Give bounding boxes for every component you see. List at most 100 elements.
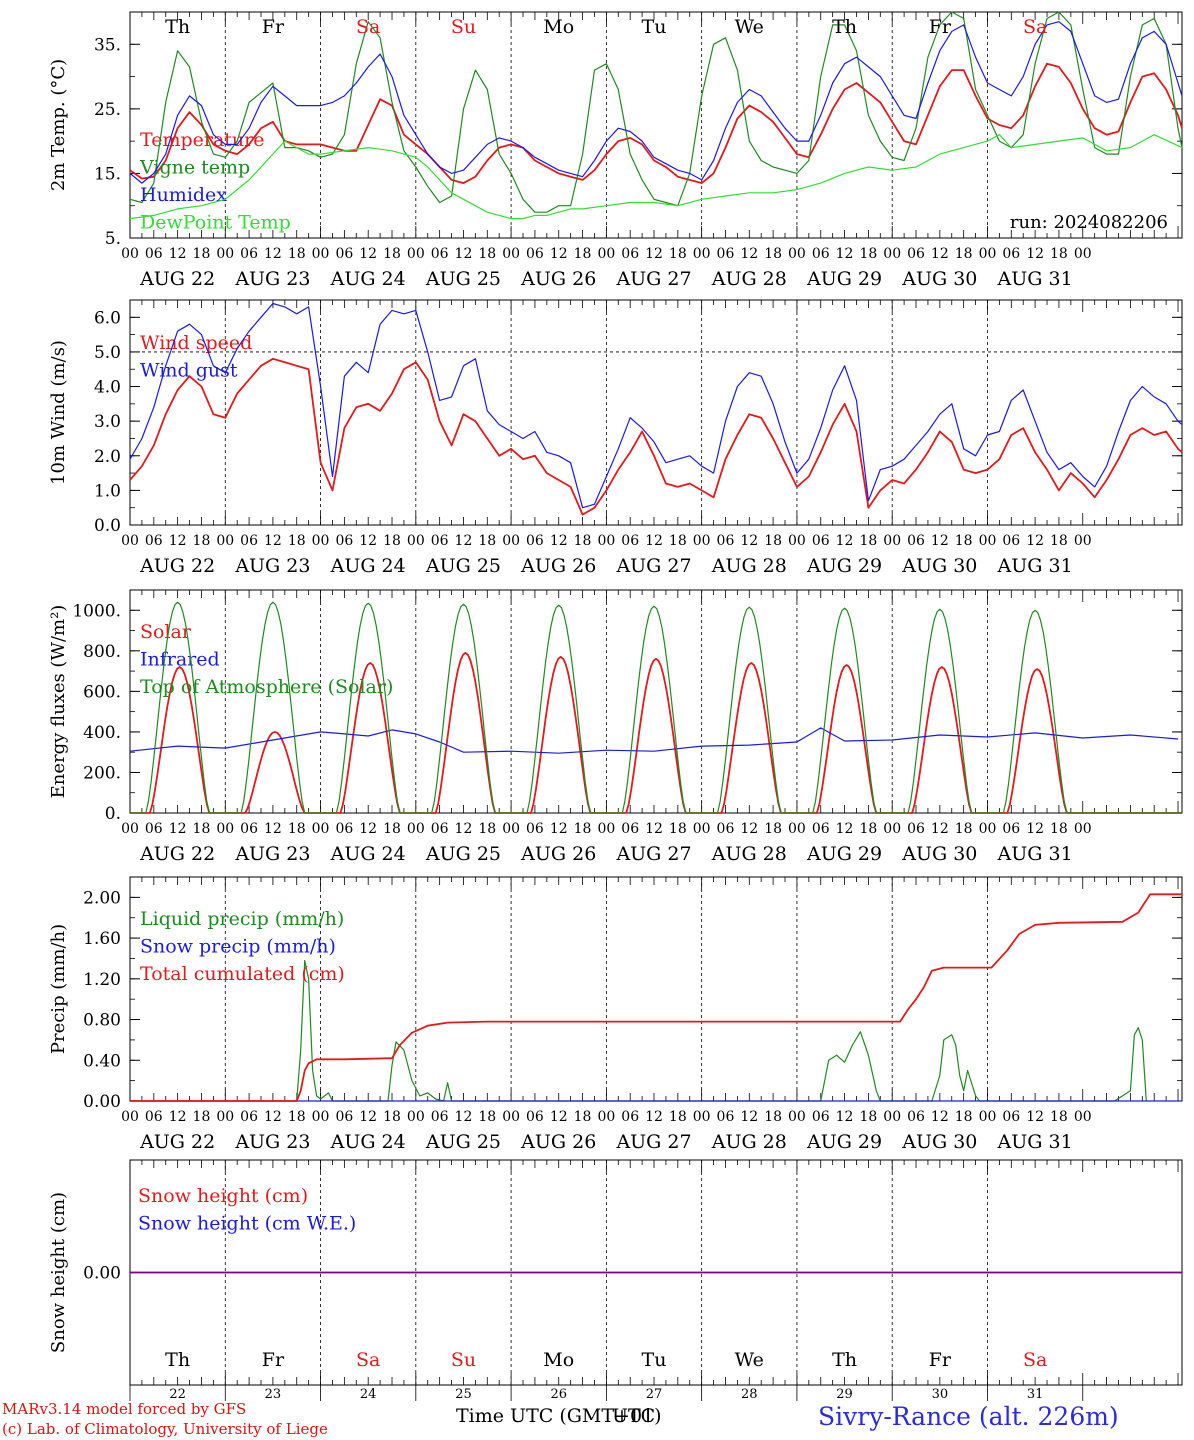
hour-tick-label: 00 — [407, 821, 425, 837]
hour-tick-label: 00 — [1074, 1109, 1092, 1125]
day-number-label: 26 — [550, 1387, 567, 1402]
y-tick-label: 2.0 — [94, 447, 121, 467]
hour-tick-label: 12 — [264, 1109, 282, 1125]
hour-tick-label: 12 — [740, 821, 758, 837]
day-of-week-label: We — [735, 1349, 764, 1371]
hour-tick-label: 18 — [859, 1109, 877, 1125]
hour-tick-label: 12 — [169, 821, 187, 837]
hour-tick-label: 06 — [526, 1109, 544, 1125]
hour-tick-label: 12 — [645, 246, 663, 262]
y-tick-label: 25. — [94, 100, 121, 120]
date-label: AUG 27 — [615, 1131, 691, 1153]
y-tick-label: 0.80 — [83, 1011, 121, 1031]
hour-tick-label: 06 — [431, 1109, 449, 1125]
hour-tick-label: 00 — [216, 533, 234, 549]
hour-tick-label: 00 — [597, 533, 615, 549]
series-line-vigne-temp — [129, 11, 1183, 213]
hour-tick-label: 12 — [645, 821, 663, 837]
y-tick-label: 3.0 — [94, 412, 121, 432]
y-tick-label: 1.0 — [94, 481, 121, 501]
credit-model: MARv3.14 model forced by GFS — [2, 1400, 247, 1418]
hour-tick-label: 12 — [1026, 821, 1044, 837]
hour-tick-label: 06 — [907, 246, 925, 262]
station-label: Sivry-Rance (alt. 226m) — [818, 1402, 1119, 1431]
hour-tick-label: 18 — [1050, 1109, 1068, 1125]
hour-tick-label: 00 — [312, 821, 330, 837]
hour-tick-label: 00 — [788, 821, 806, 837]
legend-entry: Solar — [140, 621, 192, 643]
date-label: AUG 27 — [615, 555, 691, 577]
legend-entry: Humidex — [140, 184, 227, 206]
hour-tick-label: 18 — [288, 1109, 306, 1125]
day-of-week-label: Th — [165, 1349, 190, 1371]
hour-tick-label: 06 — [431, 246, 449, 262]
y-tick-label: 0. — [105, 804, 121, 824]
legend-entry: Infrared — [140, 649, 220, 671]
day-number-label: 27 — [646, 1387, 663, 1402]
hour-tick-label: 00 — [1074, 821, 1092, 837]
date-label: AUG 29 — [806, 268, 882, 290]
day-of-week-label: Fr — [262, 16, 285, 38]
hour-tick-label: 18 — [1050, 821, 1068, 837]
hour-tick-label: 12 — [931, 246, 949, 262]
day-number-label: 23 — [265, 1387, 282, 1402]
y-axis-title: Energy fluxes (W/m²) — [48, 605, 69, 799]
hour-tick-label: 12 — [931, 533, 949, 549]
hour-tick-label: 06 — [240, 246, 258, 262]
run-label: run: 2024082206 — [1010, 212, 1168, 233]
day-of-week-label: We — [735, 16, 764, 38]
hour-tick-label: 18 — [1050, 246, 1068, 262]
hour-tick-label: 06 — [145, 533, 163, 549]
day-number-label: 25 — [455, 1387, 472, 1402]
series-line-temperature — [129, 62, 1183, 184]
hour-tick-label: 18 — [383, 821, 401, 837]
hour-tick-label: 18 — [764, 821, 782, 837]
hour-tick-label: 00 — [788, 246, 806, 262]
hour-tick-label: 00 — [788, 533, 806, 549]
date-label: AUG 28 — [711, 555, 787, 577]
hour-tick-label: 06 — [621, 821, 639, 837]
legend-entry: Top of Atmosphere (Solar) — [140, 676, 393, 698]
hour-tick-label: 18 — [764, 533, 782, 549]
hour-tick-label: 06 — [431, 533, 449, 549]
hour-tick-label: 00 — [407, 246, 425, 262]
hour-tick-label: 18 — [193, 821, 211, 837]
hour-tick-label: 00 — [407, 1109, 425, 1125]
day-of-week-label: Sa — [1023, 1349, 1047, 1371]
hour-tick-label: 18 — [478, 1109, 496, 1125]
hour-tick-label: 18 — [288, 533, 306, 549]
date-label: AUG 28 — [711, 268, 787, 290]
hour-tick-label: 00 — [693, 533, 711, 549]
series-line-dewpoint-temp — [129, 134, 1183, 220]
hour-tick-label: 00 — [883, 1109, 901, 1125]
hour-tick-label: 12 — [1026, 533, 1044, 549]
hour-tick-label: 12 — [931, 821, 949, 837]
hour-tick-label: 18 — [955, 1109, 973, 1125]
hour-tick-label: 06 — [240, 821, 258, 837]
hour-tick-label: 18 — [955, 533, 973, 549]
hour-tick-label: 12 — [550, 246, 568, 262]
hour-tick-label: 00 — [693, 1109, 711, 1125]
y-tick-label: 400. — [83, 723, 121, 743]
series-line-total-cumulated-cm- — [130, 893, 1182, 1102]
hour-tick-label: 00 — [216, 821, 234, 837]
hour-tick-label: 18 — [383, 1109, 401, 1125]
hour-tick-label: 12 — [740, 533, 758, 549]
y-tick-label: 5. — [105, 229, 121, 249]
date-label: AUG 23 — [234, 555, 310, 577]
hour-tick-label: 18 — [574, 246, 592, 262]
date-label: AUG 31 — [997, 555, 1073, 577]
hour-tick-label: 12 — [550, 1109, 568, 1125]
hour-tick-label: 18 — [955, 246, 973, 262]
day-of-week-label: Su — [451, 1349, 476, 1371]
hour-tick-label: 06 — [1002, 821, 1020, 837]
legend-entry: Wind speed — [140, 332, 252, 354]
hour-tick-label: 06 — [621, 246, 639, 262]
hour-tick-label: 00 — [979, 533, 997, 549]
hour-tick-label: 12 — [740, 1109, 758, 1125]
date-label: AUG 23 — [234, 268, 310, 290]
y-tick-label: 1.20 — [83, 970, 121, 990]
y-axis-title: 10m Wind (m/s) — [48, 340, 69, 485]
day-of-week-label: Tu — [642, 1349, 667, 1371]
hour-tick-label: 06 — [812, 533, 830, 549]
